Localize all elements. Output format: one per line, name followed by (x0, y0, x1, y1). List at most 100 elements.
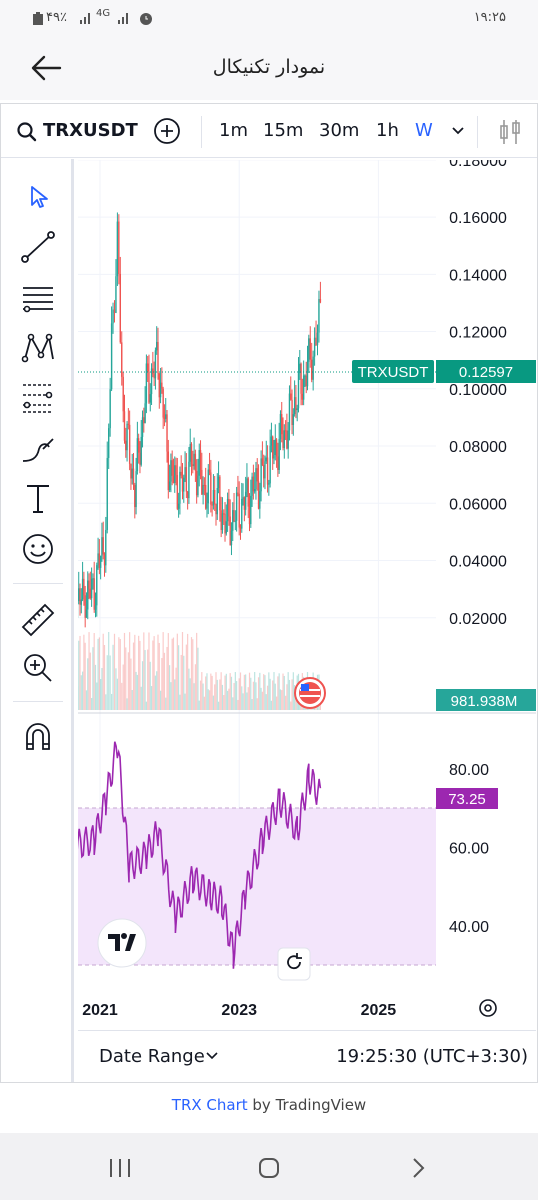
candle-body (232, 510, 234, 531)
pattern-icon[interactable] (19, 329, 57, 365)
volume-bar (203, 696, 205, 710)
volume-bar (205, 676, 207, 710)
interval-1m[interactable]: 1m (219, 120, 248, 141)
volume-bar (121, 682, 123, 710)
volume-bar (223, 695, 225, 710)
chevron-down-icon[interactable] (451, 126, 465, 136)
text-icon[interactable] (19, 480, 57, 516)
candle-body (220, 510, 222, 530)
clock: ۱۹:۲۵ (473, 10, 506, 25)
ruler-icon[interactable] (19, 601, 57, 637)
volume-bar (279, 689, 282, 710)
volume-bar (189, 678, 191, 710)
rsi-line (70, 741, 322, 969)
candle-body (237, 492, 239, 494)
time-tick-1: 2023 (221, 1002, 257, 1019)
volume-bar (166, 646, 168, 710)
magnet-icon[interactable] (19, 719, 57, 755)
candle-body (85, 609, 88, 618)
candle-body (149, 394, 151, 403)
volume-bar (224, 675, 226, 710)
home-icon[interactable] (257, 1156, 281, 1180)
zoom-in-icon[interactable] (19, 649, 57, 685)
chart-canvas[interactable]: 0.18000 0.16000 0.14000 0.12000 0.10000 0.080… (70, 153, 536, 1030)
candle-body (156, 341, 158, 351)
chart-area[interactable]: 0.18000 0.16000 0.14000 0.12000 0.10000 0.080… (70, 153, 536, 1080)
volume-bar (220, 672, 222, 710)
volume-bar (135, 671, 137, 710)
event-flag-icon[interactable] (294, 677, 326, 709)
back-nav-icon[interactable] (410, 1156, 428, 1180)
candle-body (88, 580, 90, 589)
volume-bar (93, 633, 95, 710)
candle-body (90, 578, 93, 599)
candle-body (128, 424, 131, 464)
candle-body (141, 417, 144, 437)
trx-chart-link[interactable]: TRX Chart (171, 1096, 248, 1114)
interval-15m[interactable]: 15m (263, 120, 304, 141)
volume-bar (115, 668, 117, 710)
settings-gear-icon[interactable] (479, 999, 497, 1017)
price-tick-8: 0.02000 (449, 611, 507, 628)
candle-body (134, 485, 136, 508)
candle-body (186, 491, 189, 499)
candle-body (291, 399, 293, 426)
candle-body (188, 461, 190, 499)
candle-body (297, 373, 300, 409)
candle-body (172, 475, 175, 484)
interval-w-active[interactable]: W (415, 120, 433, 141)
chart-style-icon[interactable] (497, 118, 523, 146)
horizontal-lines-icon[interactable] (19, 280, 57, 316)
volume-bar (274, 683, 276, 710)
candle-body (140, 436, 142, 465)
volume-bar (241, 686, 243, 710)
candle-body (181, 475, 184, 492)
candle-body (306, 361, 309, 387)
back-arrow-icon[interactable] (28, 52, 64, 84)
search-icon[interactable] (16, 121, 38, 143)
candle-body (96, 565, 98, 606)
volume-bar (210, 673, 212, 710)
volume-bar (230, 676, 233, 710)
recent-apps-icon[interactable] (108, 1157, 132, 1179)
candle-body (165, 414, 167, 419)
candle-body (113, 309, 116, 313)
symbol-search-button[interactable]: TRXUSDT (43, 120, 138, 141)
candle-body (185, 467, 188, 492)
fib-icon[interactable] (19, 379, 57, 415)
price-tick-6: 0.06000 (449, 496, 507, 513)
brush-icon[interactable] (19, 431, 57, 467)
volume-bar (238, 678, 240, 710)
volume-bar (105, 694, 107, 710)
volume-bar (254, 672, 256, 710)
trend-line-icon[interactable] (19, 229, 57, 265)
candle-body (225, 521, 228, 534)
date-range-button[interactable]: Date Range (99, 1046, 205, 1067)
volume-bar (147, 649, 149, 710)
interval-1h[interactable]: 1h (376, 120, 399, 141)
volume-bar (125, 647, 127, 710)
cursor-icon[interactable] (19, 179, 57, 215)
emoji-icon[interactable] (19, 531, 57, 567)
interval-30m[interactable]: 30m (319, 120, 360, 141)
volume-bar (167, 633, 169, 710)
candle-body (248, 506, 251, 525)
volume-bar (265, 694, 267, 710)
candle-body (136, 438, 139, 472)
candle-body (260, 458, 262, 492)
volume-bar (97, 638, 99, 710)
chevron-down-icon[interactable] (206, 1052, 218, 1060)
candle-body (268, 483, 270, 485)
volume-bar (196, 632, 198, 710)
volume-bar (281, 690, 283, 710)
volume-bar (270, 700, 273, 710)
volume-bar (180, 654, 182, 710)
volume-bar (82, 671, 84, 710)
volume-bar (92, 647, 94, 710)
price-tick-1: 0.16000 (449, 210, 507, 227)
candle-body (269, 445, 271, 484)
reset-scale-icon[interactable] (277, 947, 311, 981)
compare-add-icon[interactable] (153, 117, 181, 145)
candle-body (270, 436, 273, 446)
volume-bar (252, 681, 254, 710)
